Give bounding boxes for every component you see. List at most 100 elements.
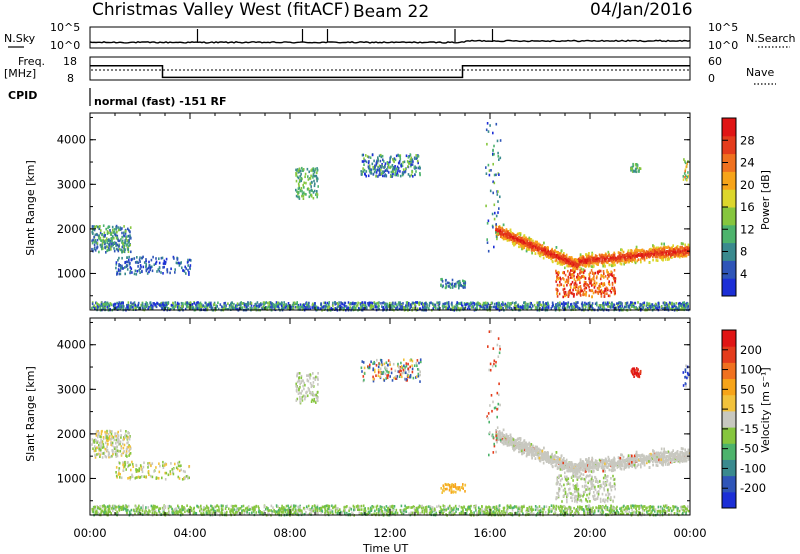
power-point xyxy=(454,282,456,286)
power-point xyxy=(461,303,463,307)
power-point xyxy=(131,257,134,261)
power-point xyxy=(575,305,577,309)
power-point xyxy=(641,303,643,307)
power-point xyxy=(166,268,168,272)
power-point xyxy=(366,155,369,158)
power-point xyxy=(98,250,100,254)
power-point xyxy=(177,261,180,265)
power-point xyxy=(115,247,118,251)
power-point xyxy=(558,303,561,307)
power-point xyxy=(363,163,365,166)
power-point xyxy=(306,167,309,171)
power-point xyxy=(396,165,399,169)
power-point xyxy=(639,302,641,306)
power-point xyxy=(273,303,276,307)
power-point xyxy=(298,197,301,200)
power-point xyxy=(672,251,674,254)
power-point xyxy=(103,234,105,237)
power-point xyxy=(592,265,594,268)
power-point xyxy=(96,242,99,245)
power-point xyxy=(564,302,566,305)
power-point xyxy=(308,301,310,305)
power-point xyxy=(520,237,522,240)
power-point xyxy=(123,231,125,235)
power-point xyxy=(655,306,657,309)
power-point xyxy=(683,254,686,258)
power-point xyxy=(458,279,461,283)
power-point xyxy=(530,238,533,241)
power-point xyxy=(650,303,653,306)
power-point xyxy=(124,241,127,245)
power-point xyxy=(406,301,409,304)
power-point xyxy=(570,304,572,308)
power-point xyxy=(105,251,107,254)
power-point xyxy=(643,301,646,305)
power-point xyxy=(415,170,417,173)
power-point xyxy=(319,307,322,310)
power-point xyxy=(659,246,662,250)
power-point xyxy=(401,164,404,167)
power-point xyxy=(662,247,664,251)
power-point xyxy=(390,165,392,169)
power-point xyxy=(283,303,286,306)
power-point xyxy=(361,301,364,304)
power-point xyxy=(188,273,190,276)
power-point xyxy=(397,301,400,304)
power-point xyxy=(299,189,302,193)
power-point xyxy=(499,304,501,307)
power-point xyxy=(238,303,241,307)
power-point xyxy=(99,236,102,240)
power-point xyxy=(562,304,564,307)
power-point xyxy=(106,241,108,245)
power-point xyxy=(134,306,136,309)
power-point xyxy=(103,231,106,235)
power-point xyxy=(283,301,285,304)
power-point xyxy=(408,162,410,165)
power-point xyxy=(621,259,624,263)
power-point xyxy=(187,302,190,306)
power-point xyxy=(591,307,594,310)
power-point xyxy=(224,301,227,305)
power-point xyxy=(126,260,128,264)
power-point xyxy=(666,304,669,307)
power-point xyxy=(428,301,431,305)
power-point xyxy=(509,302,511,305)
power-point xyxy=(390,304,392,308)
power-point xyxy=(686,304,688,307)
power-point xyxy=(666,253,669,257)
power-point xyxy=(115,227,117,231)
power-point xyxy=(129,234,131,237)
power-point xyxy=(189,303,192,307)
power-point xyxy=(134,303,136,307)
power-point xyxy=(398,307,401,311)
power-point xyxy=(365,305,368,309)
power-point xyxy=(127,305,129,309)
power-point xyxy=(114,305,116,309)
power-point xyxy=(125,244,128,247)
power-point xyxy=(500,232,502,235)
power-point xyxy=(256,301,259,304)
power-point xyxy=(95,241,97,244)
power-point xyxy=(567,257,570,261)
power-point xyxy=(425,301,427,305)
power-point xyxy=(297,176,300,180)
power-point xyxy=(663,301,666,304)
power-point xyxy=(199,304,201,307)
power-point xyxy=(617,306,620,309)
power-point xyxy=(118,239,121,243)
power-point xyxy=(109,229,111,232)
power-point xyxy=(323,305,325,308)
power-point xyxy=(619,251,621,255)
power-point xyxy=(308,190,311,194)
power-point xyxy=(675,302,678,305)
power-point xyxy=(620,262,623,266)
power-point xyxy=(394,173,396,177)
power-point xyxy=(229,305,231,309)
power-point xyxy=(126,264,128,267)
power-point xyxy=(263,302,265,306)
power-point xyxy=(113,247,115,250)
power-point xyxy=(367,302,369,305)
power-point xyxy=(619,262,622,265)
power-point xyxy=(373,167,376,170)
power-point xyxy=(316,176,318,180)
